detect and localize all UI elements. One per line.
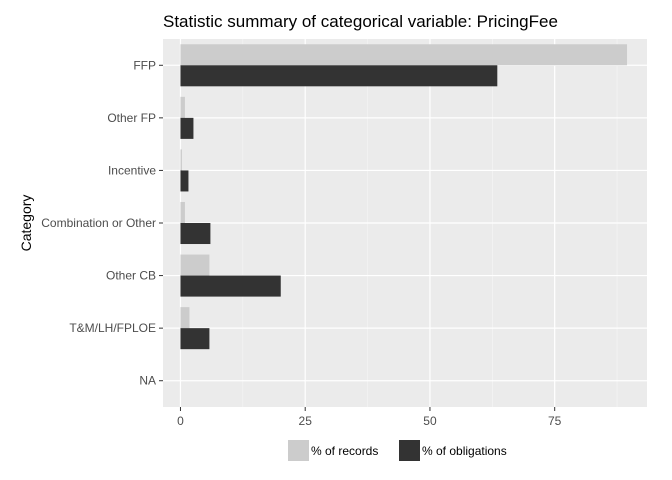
bars-group (180, 44, 628, 350)
legend-key-records (288, 440, 309, 461)
x-tick-label: 50 (423, 414, 437, 428)
bar-obligations (180, 223, 211, 245)
y-tick-label: FFP (133, 58, 156, 72)
bar-records (180, 307, 190, 329)
legend: % of records % of obligations (288, 440, 507, 461)
bar-records (180, 149, 182, 171)
x-axis-ticks: 0 25 50 75 (177, 407, 562, 428)
bar-records (180, 96, 185, 118)
bar-obligations (180, 170, 189, 192)
legend-key-obligations (399, 440, 420, 461)
bar-records (180, 44, 628, 66)
x-tick-label: 25 (299, 414, 313, 428)
y-tick-label: Combination or Other (41, 216, 156, 230)
x-tick-label: 75 (548, 414, 562, 428)
chart-title: Statistic summary of categorical variabl… (163, 12, 558, 31)
y-tick-label: NA (139, 374, 156, 388)
bar-records (180, 201, 185, 223)
bar-obligations (180, 275, 281, 297)
legend-label: % of obligations (422, 444, 507, 458)
y-tick-label: Other FP (107, 111, 156, 125)
y-axis-ticks: FFP Other FP Incentive Combination or Other… (41, 58, 163, 388)
bar-records (180, 254, 210, 276)
y-tick-label: T&M/LH/FPLOE (69, 321, 156, 335)
y-tick-label: Incentive (108, 163, 156, 177)
y-tick-label: Other CB (106, 269, 156, 283)
bar-obligations (180, 117, 194, 139)
y-axis-title: Category (18, 195, 34, 252)
x-tick-label: 0 (177, 414, 184, 428)
legend-label: % of records (311, 444, 378, 458)
bar-obligations (180, 65, 498, 87)
bar-obligations (180, 328, 210, 350)
